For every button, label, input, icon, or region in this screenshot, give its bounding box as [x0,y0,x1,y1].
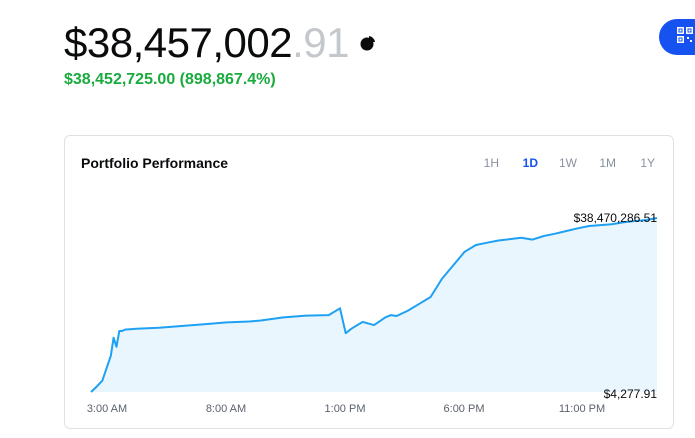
portfolio-performance-card: Portfolio Performance 1H 1D 1W 1M 1Y 3:0… [64,135,674,429]
x-tick-label: 8:00 AM [206,403,246,415]
chart-series-line [90,217,658,393]
card-title: Portfolio Performance [81,155,229,171]
qr-code-button[interactable] [659,19,695,55]
tab-1w[interactable]: 1W [559,156,577,170]
x-tick-label: 6:00 PM [444,403,485,415]
tab-1m[interactable]: 1M [599,156,616,170]
balance-cents: .91 [292,19,349,66]
tab-1d[interactable]: 1D [522,156,538,170]
x-tick-label: 11:00 PM [559,403,605,415]
pie-chart-icon[interactable] [359,34,377,52]
x-tick-label: 3:00 AM [87,403,127,415]
min-value-label: $4,277.91 [604,387,658,401]
balance-dollars: $38,457,002 [64,19,293,66]
x-tick-label: 1:00 PM [325,403,366,415]
qr-code-icon [677,26,693,48]
tab-1h[interactable]: 1H [483,156,499,170]
portfolio-balance: $38,457,002 .91 [64,18,377,68]
balance-change: $38,452,725.00 (898,867.4%) [64,71,276,88]
performance-chart[interactable]: 3:00 AM 8:00 AM 1:00 PM 6:00 PM 11:00 PM $38,… [65,136,675,430]
time-range-tabs: 1H 1D 1W 1M 1Y [460,156,655,170]
tab-1y[interactable]: 1Y [640,156,655,170]
chart-area [91,218,657,392]
max-value-label: $38,470,286.51 [574,211,658,225]
